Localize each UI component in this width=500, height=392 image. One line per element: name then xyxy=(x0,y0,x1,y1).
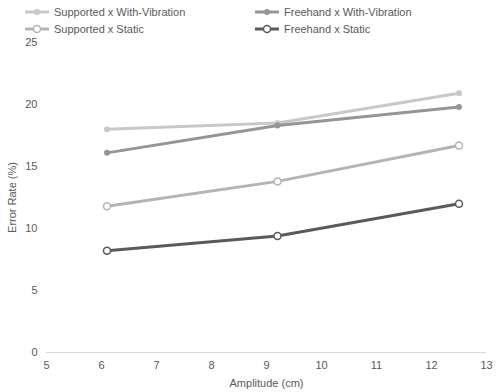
html-text:Freehand x Static: Freehand x Static xyxy=(284,22,371,35)
svg-text:Error Rate (%): Error Rate (%) xyxy=(6,162,18,233)
html-text:Supported x Static: Supported x Static xyxy=(54,22,144,35)
svg-text:20: 20 xyxy=(25,98,37,110)
svg-text:6: 6 xyxy=(98,359,104,371)
html-text:Freehand x With-Vibration: Freehand x With-Vibration xyxy=(284,5,412,18)
svg-text:10: 10 xyxy=(315,359,327,371)
svg-text:25: 25 xyxy=(25,36,37,48)
svg-text:9: 9 xyxy=(263,359,269,371)
svg-text:7: 7 xyxy=(153,359,159,371)
svg-text:5: 5 xyxy=(43,359,49,371)
svg-text:12: 12 xyxy=(425,359,437,371)
svg-text:0: 0 xyxy=(31,346,37,358)
svg-text:Amplitude (cm): Amplitude (cm) xyxy=(230,377,304,389)
svg-text:5: 5 xyxy=(31,284,37,296)
html-text:Supported x With-Vibration: Supported x With-Vibration xyxy=(54,5,186,18)
svg-text:15: 15 xyxy=(25,160,37,172)
svg-text:8: 8 xyxy=(208,359,214,371)
svg-text:13: 13 xyxy=(480,359,492,371)
svg-text:11: 11 xyxy=(371,359,382,371)
svg-text:10: 10 xyxy=(25,222,37,234)
